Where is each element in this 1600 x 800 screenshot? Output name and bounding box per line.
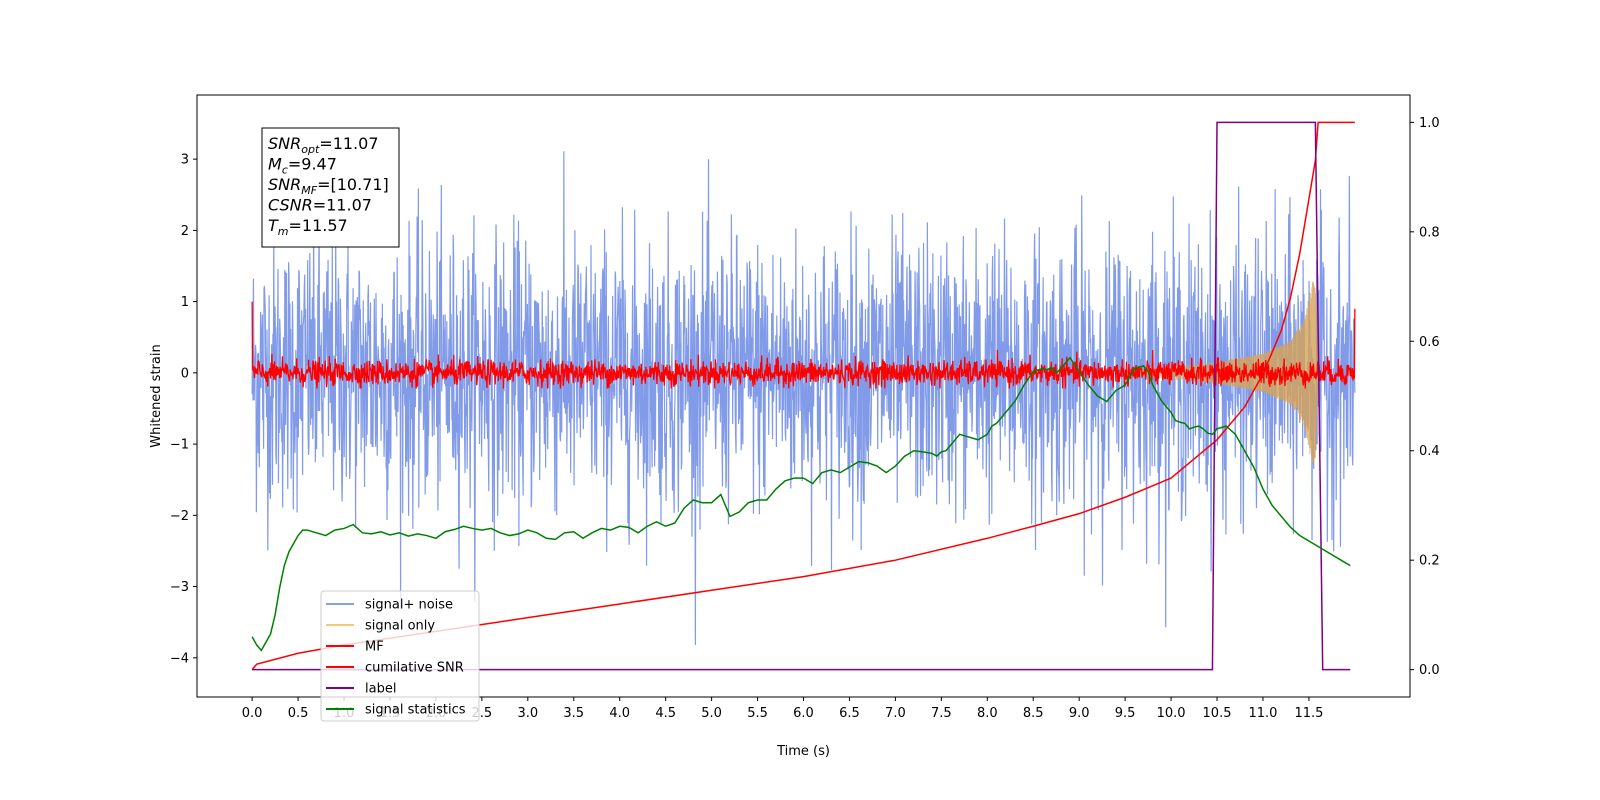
legend-label: signal+ noise <box>365 598 453 613</box>
legend-label: signal only <box>365 619 435 634</box>
x-tick-label: 0.0 <box>242 706 263 721</box>
x-tick-label: 11.5 <box>1294 706 1323 721</box>
y-tick-label: −3 <box>170 580 189 595</box>
y-axis-right-ticks: 1.0 0.8 0.6 0.4 0.2 0.0 <box>1410 116 1440 678</box>
y-tick-label: 3 <box>181 153 189 168</box>
annotation-value: =11.07 <box>313 196 372 215</box>
x-tick-label: 8.5 <box>1023 706 1044 721</box>
annotation-symbol: SNR <box>268 175 301 194</box>
x-tick-label: 6.5 <box>839 706 860 721</box>
y2-tick-label: 0.4 <box>1419 444 1440 459</box>
y-tick-label: 1 <box>181 295 189 310</box>
annotation-line: SNRMF=[10.71] <box>268 175 389 197</box>
x-tick-label: 3.5 <box>563 706 584 721</box>
annotation-line: Mc=9.47 <box>268 155 337 177</box>
series-signal-statistics <box>251 356 1351 652</box>
x-tick-label: 3.0 <box>517 706 538 721</box>
x-tick-label: 8.0 <box>977 706 998 721</box>
y2-tick-label: 0.6 <box>1419 335 1440 350</box>
annotation-line: Tm=11.57 <box>268 216 348 238</box>
annotation-symbol: M <box>268 155 282 174</box>
annotation-subscript: opt <box>301 143 320 156</box>
x-tick-label: 5.0 <box>701 706 722 721</box>
annotation-value: =11.57 <box>289 216 348 235</box>
x-tick-label: 10.5 <box>1203 706 1232 721</box>
y-tick-label: −4 <box>170 651 189 666</box>
x-tick-label: 9.0 <box>1069 706 1090 721</box>
legend-label: MF <box>365 640 384 655</box>
series-signal-noise <box>251 151 1356 646</box>
legend-label: label <box>365 682 396 697</box>
legend-label: cumilative SNR <box>365 661 464 676</box>
legend: signal+ noise signal only MF cumilative SNR… <box>320 590 480 722</box>
x-tick-label: 7.5 <box>931 706 952 721</box>
x-tick-label: 10.0 <box>1157 706 1186 721</box>
annotation-subscript: MF <box>301 184 317 197</box>
y2-tick-label: 0.0 <box>1419 663 1440 678</box>
y2-tick-label: 1.0 <box>1419 116 1440 131</box>
y2-tick-label: 0.8 <box>1419 225 1440 240</box>
x-tick-label: 6.0 <box>793 706 814 721</box>
y-axis-left-ticks: 3 2 1 0 −1 −2 −3 −4 <box>170 153 197 666</box>
y-tick-label: −1 <box>170 438 189 453</box>
annotation-box: SNRopt=11.07Mc=9.47SNRMF=[10.71]CSNR=11.… <box>261 127 400 248</box>
x-axis-label: Time (s) <box>776 744 830 759</box>
annotation-symbol: SNR <box>268 134 301 153</box>
x-tick-label: 0.5 <box>288 706 309 721</box>
y2-tick-label: 0.2 <box>1419 554 1440 569</box>
x-tick-label: 4.0 <box>609 706 630 721</box>
y-tick-label: 2 <box>181 224 189 239</box>
annotation-value: =9.47 <box>288 155 337 174</box>
y-axis-label: Whitened strain <box>149 344 164 447</box>
x-tick-label: 7.0 <box>885 706 906 721</box>
annotation-line: CSNR=11.07 <box>268 196 372 215</box>
y-tick-label: −2 <box>170 509 189 524</box>
x-tick-label: 11.0 <box>1248 706 1277 721</box>
y-tick-label: 0 <box>181 366 189 381</box>
annotation-subscript: c <box>282 164 288 177</box>
annotation-value: =11.07 <box>319 134 378 153</box>
x-tick-label: 4.5 <box>655 706 676 721</box>
series-label <box>252 121 1351 671</box>
series-mf <box>251 301 1356 389</box>
annotation-value: =[10.71] <box>317 175 389 194</box>
annotation-symbol: CSNR <box>268 196 313 215</box>
legend-frame <box>320 590 480 722</box>
x-tick-label: 9.5 <box>1115 706 1136 721</box>
annotation-symbol: T <box>268 216 279 235</box>
annotation-frame <box>261 127 400 248</box>
x-tick-label: 5.5 <box>747 706 768 721</box>
plot-area <box>251 121 1356 671</box>
legend-label: signal statistics <box>365 703 466 718</box>
annotation-line: SNRopt=11.07 <box>268 134 379 156</box>
annotation-subscript: m <box>278 225 289 238</box>
